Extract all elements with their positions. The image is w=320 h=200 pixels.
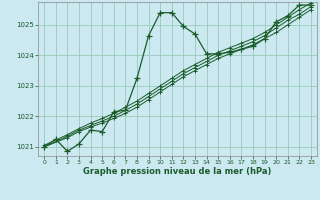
X-axis label: Graphe pression niveau de la mer (hPa): Graphe pression niveau de la mer (hPa) bbox=[84, 167, 272, 176]
